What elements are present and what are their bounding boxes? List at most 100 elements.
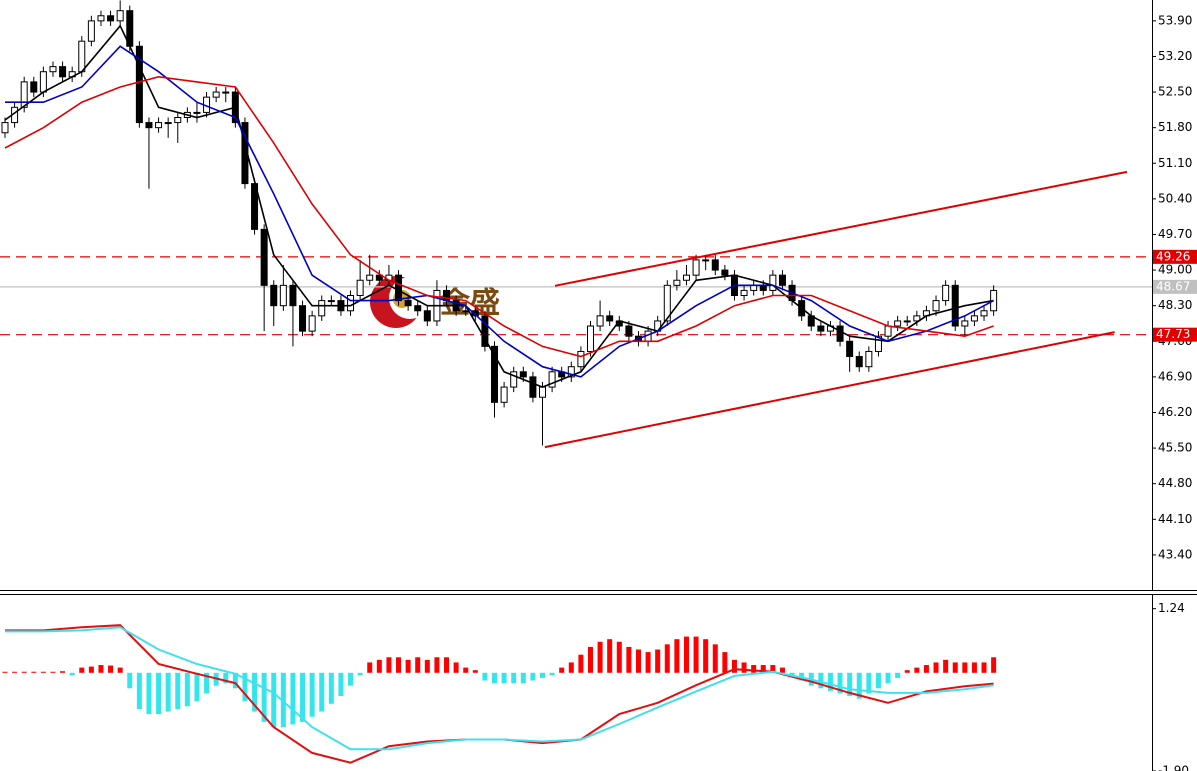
line bbox=[5, 626, 994, 751]
candle-body bbox=[279, 284, 287, 307]
histogram-bar bbox=[645, 652, 651, 673]
candle-body bbox=[721, 269, 729, 276]
candle-body bbox=[817, 325, 825, 332]
y-tick-label: 46.20 bbox=[1158, 405, 1192, 419]
y-tick-label: 45.50 bbox=[1158, 441, 1192, 455]
histogram-bar bbox=[88, 666, 94, 673]
histogram-bar bbox=[223, 672, 229, 684]
histogram-bar bbox=[2, 671, 8, 673]
histogram-bar bbox=[751, 665, 757, 673]
candle-body bbox=[78, 40, 86, 73]
candle-body bbox=[942, 284, 950, 302]
candle-body bbox=[980, 310, 988, 317]
histogram-bar bbox=[856, 672, 862, 699]
y-tick-label: 48.30 bbox=[1158, 298, 1192, 312]
histogram-bar bbox=[731, 659, 737, 673]
histogram-bar bbox=[136, 672, 142, 709]
histogram-bar bbox=[463, 667, 469, 673]
histogram-bar bbox=[540, 672, 546, 678]
histogram-bar bbox=[98, 665, 104, 673]
histogram-bar bbox=[991, 657, 997, 673]
candle-body bbox=[39, 71, 47, 93]
candle-body bbox=[174, 116, 182, 124]
histogram-bar bbox=[252, 672, 258, 712]
line bbox=[554, 170, 1128, 287]
candle-body bbox=[740, 289, 748, 297]
histogram-bar bbox=[760, 665, 766, 673]
y-tick-label: 44.80 bbox=[1158, 476, 1192, 490]
histogram-bar bbox=[578, 654, 584, 673]
histogram-bar bbox=[21, 671, 27, 673]
candle-body bbox=[682, 274, 690, 281]
histogram-bar bbox=[635, 649, 641, 673]
histogram-bar bbox=[597, 641, 603, 673]
histogram-bar bbox=[31, 671, 37, 673]
candle-body bbox=[375, 274, 383, 281]
histogram-bar bbox=[568, 662, 574, 673]
price-label: 49.26 bbox=[1156, 249, 1190, 263]
price-label-box bbox=[1153, 279, 1197, 294]
histogram-bar bbox=[789, 672, 795, 676]
candle-body bbox=[586, 325, 594, 352]
candle-body bbox=[894, 320, 902, 327]
histogram-bar bbox=[300, 672, 306, 722]
histogram-bar bbox=[722, 652, 728, 673]
histogram-bar bbox=[683, 636, 689, 673]
candle-body bbox=[903, 320, 911, 323]
histogram-bar bbox=[827, 672, 833, 691]
y-tick-label: 53.90 bbox=[1158, 13, 1192, 27]
candle-body bbox=[865, 350, 873, 368]
candle-body bbox=[308, 315, 316, 332]
candle-body bbox=[577, 350, 585, 368]
histogram-bar bbox=[50, 671, 56, 673]
histogram-bar bbox=[40, 671, 46, 673]
histogram-bar bbox=[914, 667, 920, 673]
histogram-bar bbox=[232, 672, 238, 689]
candle-body bbox=[116, 10, 124, 22]
candle-body bbox=[519, 371, 527, 378]
histogram-bar bbox=[664, 644, 670, 673]
candle-body bbox=[97, 15, 105, 22]
histogram-bar bbox=[348, 672, 354, 686]
line bbox=[4, 75, 994, 358]
candle-body bbox=[270, 284, 278, 307]
candle-body bbox=[702, 259, 710, 262]
candle-body bbox=[423, 310, 431, 322]
histogram-bar bbox=[328, 672, 334, 704]
candle-body bbox=[299, 305, 307, 332]
histogram-bar bbox=[943, 659, 949, 673]
histogram-bar bbox=[952, 662, 958, 673]
candle-body bbox=[692, 259, 700, 276]
histogram-bar bbox=[175, 672, 181, 709]
candle-body bbox=[673, 279, 681, 286]
candle-body bbox=[567, 366, 575, 378]
histogram-bar bbox=[127, 672, 133, 689]
histogram-bar bbox=[779, 667, 785, 673]
histogram-bar bbox=[818, 672, 824, 689]
candle-body bbox=[260, 228, 268, 286]
candle-body bbox=[884, 325, 892, 337]
y-tick-label: 51.10 bbox=[1158, 156, 1192, 170]
price-label-box bbox=[1153, 249, 1197, 264]
candle-body bbox=[20, 81, 28, 108]
histogram-bar bbox=[904, 670, 910, 673]
histogram-bar bbox=[396, 657, 402, 673]
histogram-bar bbox=[837, 672, 843, 694]
histogram-bar bbox=[357, 672, 363, 676]
histogram-bar bbox=[847, 672, 853, 697]
y-tick-label: 49.00 bbox=[1158, 263, 1192, 277]
candle-body bbox=[548, 371, 556, 388]
candle-body bbox=[711, 259, 719, 271]
histogram-bar bbox=[12, 671, 18, 673]
candle-body bbox=[356, 279, 364, 297]
histogram-bar bbox=[712, 644, 718, 673]
candle-body bbox=[625, 325, 633, 337]
histogram-bar bbox=[309, 672, 315, 717]
y-tick-label: 49.70 bbox=[1158, 227, 1192, 241]
histogram-bar bbox=[194, 672, 200, 702]
histogram-bar bbox=[875, 672, 881, 689]
candle-body bbox=[596, 315, 604, 327]
histogram-bar bbox=[511, 672, 517, 684]
